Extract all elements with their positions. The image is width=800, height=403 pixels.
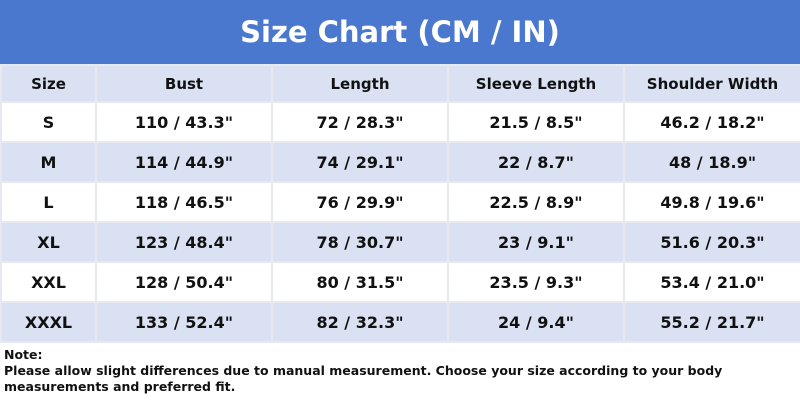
table-cell: XL — [0, 221, 97, 263]
note: Note: Please allow slight differences du… — [0, 343, 800, 395]
table-cell: 53.4 / 21.0" — [623, 261, 800, 303]
note-label: Note: — [4, 347, 43, 362]
table-cell: 55.2 / 21.7" — [623, 301, 800, 343]
table-cell: L — [0, 181, 97, 223]
table-body: S 110 / 43.3" 72 / 28.3" 21.5 / 8.5" 46.2 / … — [0, 101, 800, 343]
table-cell: 78 / 30.7" — [271, 221, 449, 263]
table-cell: 21.5 / 8.5" — [447, 101, 625, 143]
table-cell: 128 / 50.4" — [95, 261, 273, 303]
table-cell: 133 / 52.4" — [95, 301, 273, 343]
table-cell: 23.5 / 9.3" — [447, 261, 625, 303]
table-cell: 22 / 8.7" — [447, 141, 625, 183]
table-cell: 48 / 18.9" — [623, 141, 800, 183]
size-table: Size Bust Length Sleeve Length Shoulder Widt… — [0, 64, 800, 343]
column-header: Bust — [95, 64, 273, 103]
table-cell: 72 / 28.3" — [271, 101, 449, 143]
column-header: Length — [271, 64, 449, 103]
table-cell: XXXL — [0, 301, 97, 343]
column-header: Shoulder Width — [623, 64, 800, 103]
table-cell: 80 / 31.5" — [271, 261, 449, 303]
table-cell: 82 / 32.3" — [271, 301, 449, 343]
table-row: S 110 / 43.3" 72 / 28.3" 21.5 / 8.5" 46.2 / … — [0, 101, 800, 143]
header-row: Size Bust Length Sleeve Length Shoulder Widt… — [0, 64, 800, 103]
column-header: Size — [0, 64, 97, 103]
table-cell: 118 / 46.5" — [95, 181, 273, 223]
table-cell: 114 / 44.9" — [95, 141, 273, 183]
table-cell: 46.2 / 18.2" — [623, 101, 800, 143]
table-row: M 114 / 44.9" 74 / 29.1" 22 / 8.7" 48 / 18.9… — [0, 141, 800, 183]
table-cell: 23 / 9.1" — [447, 221, 625, 263]
column-header: Sleeve Length — [447, 64, 625, 103]
table-cell: 110 / 43.3" — [95, 101, 273, 143]
note-text: Please allow slight differences due to m… — [4, 363, 723, 394]
table-cell: 51.6 / 20.3" — [623, 221, 800, 263]
table-row: XL 123 / 48.4" 78 / 30.7" 23 / 9.1" 51.6 / 2… — [0, 221, 800, 263]
table-cell: 49.8 / 19.6" — [623, 181, 800, 223]
table-cell: 123 / 48.4" — [95, 221, 273, 263]
table-row: XXXL 133 / 52.4" 82 / 32.3" 24 / 9.4" 55.2 /… — [0, 301, 800, 343]
table-cell: 22.5 / 8.9" — [447, 181, 625, 223]
title: Size Chart (CM / IN) — [0, 0, 800, 64]
table-row: XXL 128 / 50.4" 80 / 31.5" 23.5 / 9.3" 53.4 … — [0, 261, 800, 303]
table-cell: 74 / 29.1" — [271, 141, 449, 183]
table-cell: 76 / 29.9" — [271, 181, 449, 223]
table-cell: 24 / 9.4" — [447, 301, 625, 343]
table-cell: M — [0, 141, 97, 183]
table-row: L 118 / 46.5" 76 / 29.9" 22.5 / 8.9" 49.8 / … — [0, 181, 800, 223]
table-cell: S — [0, 101, 97, 143]
table-header: Size Bust Length Sleeve Length Shoulder Widt… — [0, 64, 800, 103]
table-cell: XXL — [0, 261, 97, 303]
